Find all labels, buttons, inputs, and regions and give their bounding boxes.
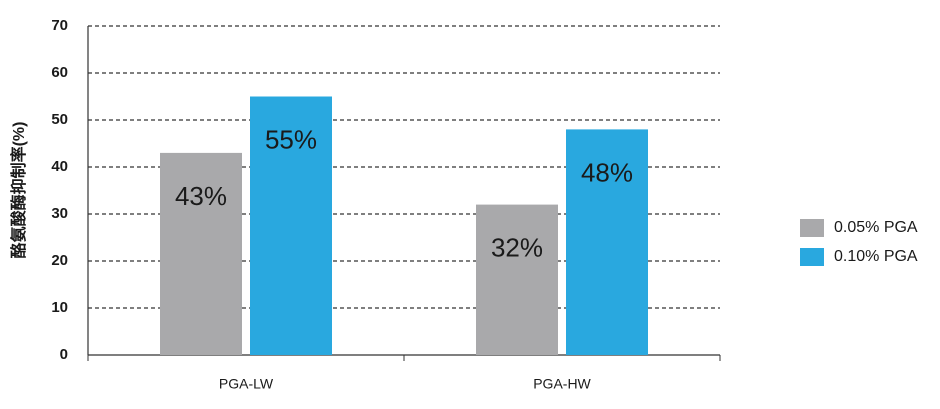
value-label: 55% xyxy=(265,124,317,154)
y-tick-label: 60 xyxy=(51,64,68,81)
legend-swatch xyxy=(800,219,824,237)
bar xyxy=(476,204,558,355)
y-tick-label: 10 xyxy=(51,299,68,316)
value-label: 48% xyxy=(581,157,633,187)
value-label: 43% xyxy=(175,181,227,211)
value-label: 32% xyxy=(491,232,543,262)
y-tick-label: 40 xyxy=(51,158,68,175)
y-tick-label: 70 xyxy=(51,17,68,34)
y-tick-label: 0 xyxy=(60,346,68,363)
y-tick-label: 20 xyxy=(51,252,68,269)
x-tick-label: PGA-LW xyxy=(219,376,274,392)
bar xyxy=(160,152,242,355)
y-axis-label: 酪氨酸酶抑制率(%) xyxy=(9,122,28,259)
x-tick-label: PGA-HW xyxy=(533,376,591,392)
bar xyxy=(250,96,332,355)
bar xyxy=(566,129,648,355)
y-tick-label: 50 xyxy=(51,111,68,128)
legend-label: 0.05% PGA xyxy=(834,219,918,236)
legend-label: 0.10% PGA xyxy=(834,248,918,265)
y-tick-label: 30 xyxy=(51,205,68,222)
legend-swatch xyxy=(800,248,824,266)
